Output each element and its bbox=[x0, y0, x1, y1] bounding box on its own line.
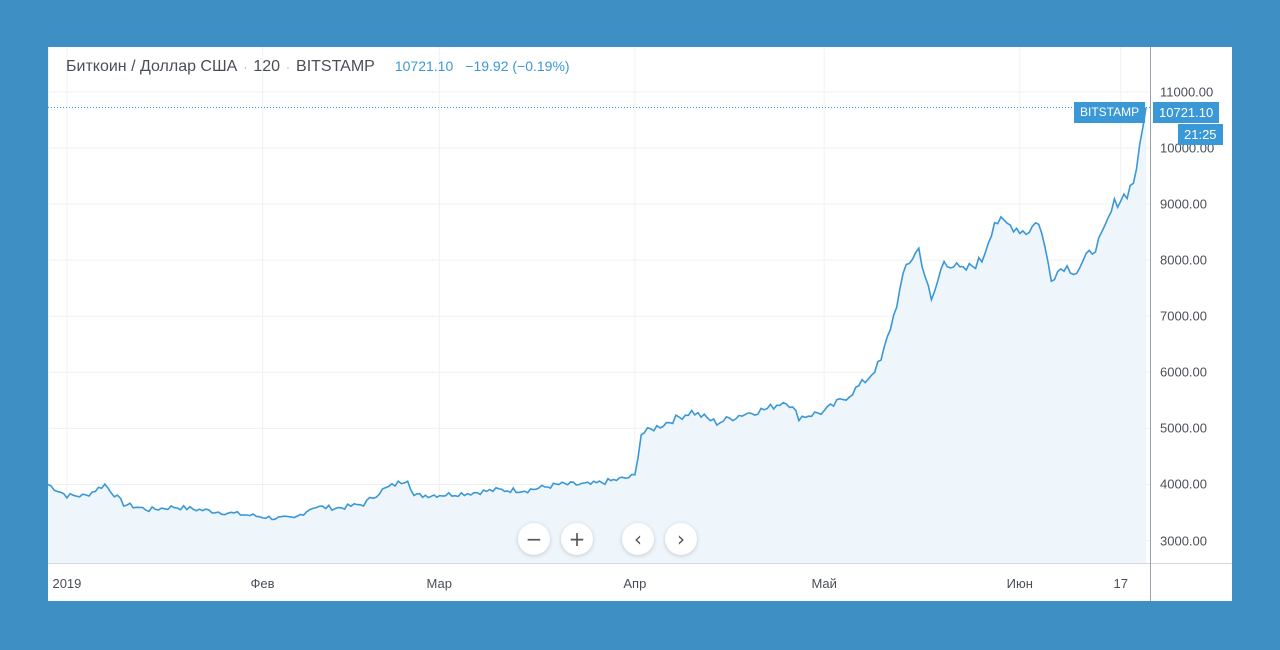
last-price-tag: 10721.10 bbox=[1153, 102, 1220, 123]
y-tick-label: 3000.00 bbox=[1160, 533, 1207, 549]
interval-label: 120 bbox=[253, 58, 281, 75]
scroll-left-button[interactable]: ‹ bbox=[622, 523, 654, 555]
chart-frame: Биткоин / Доллар США · 120 · BITSTAMP 10… bbox=[48, 47, 1232, 601]
x-tick-label: 2019 bbox=[52, 576, 82, 591]
last-price: 10721.10 bbox=[394, 58, 454, 74]
x-tick-label: 17 bbox=[1113, 576, 1128, 591]
exchange-label: BITSTAMP bbox=[296, 58, 375, 75]
y-tick-label: 8000.00 bbox=[1160, 252, 1207, 268]
y-tick-label: 7000.00 bbox=[1160, 308, 1207, 324]
zoom-in-button[interactable]: + bbox=[561, 523, 593, 555]
source-tag: BITSTAMP bbox=[1074, 102, 1146, 123]
y-tick-label: 6000.00 bbox=[1160, 364, 1207, 380]
y-tick-label: 4000.00 bbox=[1160, 476, 1207, 492]
y-tick-label: 11000.00 bbox=[1160, 84, 1214, 100]
zoom-out-button[interactable]: − bbox=[518, 523, 550, 555]
separator: · bbox=[243, 60, 248, 74]
separator: · bbox=[286, 60, 291, 74]
y-tick-label: 5000.00 bbox=[1160, 420, 1207, 436]
x-tick-label: Фев bbox=[250, 576, 275, 591]
x-tick-label: Май bbox=[811, 576, 837, 591]
price-axis-divider bbox=[1150, 47, 1151, 601]
x-tick-label: Апр bbox=[623, 576, 647, 591]
price-chart[interactable] bbox=[48, 47, 1232, 601]
x-tick-label: Мар bbox=[426, 576, 452, 591]
scroll-right-button[interactable]: › bbox=[665, 523, 697, 555]
countdown-tag: 21:25 bbox=[1178, 124, 1223, 145]
chart-header: Биткоин / Доллар США · 120 · BITSTAMP 10… bbox=[66, 58, 570, 76]
price-line bbox=[48, 107, 1147, 521]
time-axis-divider bbox=[48, 563, 1232, 564]
symbol-title: Биткоин / Доллар США bbox=[66, 58, 238, 75]
x-tick-label: Июн bbox=[1006, 576, 1033, 591]
price-change: −19.92 (−0.19%) bbox=[465, 58, 570, 74]
price-area-fill bbox=[48, 107, 1146, 563]
y-tick-label: 9000.00 bbox=[1160, 196, 1207, 212]
